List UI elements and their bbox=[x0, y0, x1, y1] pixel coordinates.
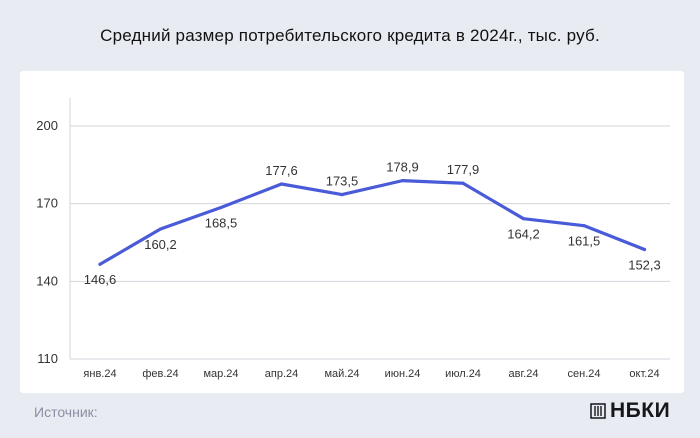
data-label: 164,2 bbox=[507, 227, 540, 242]
data-labels: 146,6 160,2 168,5 177,6 173,5 178,9 177,9 164,2… bbox=[84, 160, 661, 288]
x-tick-label: фев.24 bbox=[142, 368, 178, 380]
grid-lines bbox=[69, 98, 670, 360]
x-axis-ticks: янв.24 фев.24 мар.24 апр.24 май.24 июн.24 июл.… bbox=[83, 368, 659, 380]
y-tick-label: 140 bbox=[36, 273, 58, 288]
data-label: 146,6 bbox=[84, 272, 117, 287]
data-point bbox=[461, 181, 465, 185]
data-label: 173,5 bbox=[326, 174, 359, 189]
data-point bbox=[642, 247, 647, 252]
y-tick-label: 110 bbox=[37, 351, 58, 366]
data-point bbox=[279, 182, 284, 186]
x-tick-label: мар.24 bbox=[203, 368, 238, 380]
data-label: 160,2 bbox=[144, 237, 177, 252]
x-tick-label: июл.24 bbox=[445, 368, 481, 380]
x-tick-label: апр.24 bbox=[265, 368, 298, 380]
y-tick-label: 200 bbox=[36, 118, 58, 133]
y-tick-label: 170 bbox=[36, 196, 58, 211]
chart-title: Средний размер потребительского кредита … bbox=[100, 26, 600, 45]
series bbox=[98, 179, 647, 266]
data-label: 177,9 bbox=[447, 162, 480, 177]
series-line bbox=[98, 179, 647, 266]
data-label: 168,5 bbox=[205, 216, 238, 231]
data-point bbox=[98, 262, 102, 266]
nbki-logo: НБКИ bbox=[590, 398, 670, 424]
x-tick-label: янв.24 bbox=[83, 368, 116, 380]
data-label: 161,5 bbox=[568, 234, 601, 249]
chart-panel bbox=[20, 71, 684, 393]
nbki-logo-icon bbox=[590, 403, 606, 419]
data-point bbox=[340, 193, 344, 197]
data-point bbox=[219, 205, 223, 210]
data-point bbox=[521, 217, 526, 221]
data-point bbox=[582, 224, 586, 228]
brand-name: НБКИ bbox=[610, 399, 671, 422]
data-label: 177,6 bbox=[265, 163, 298, 178]
data-point bbox=[158, 227, 163, 231]
x-tick-label: авг.24 bbox=[509, 368, 539, 380]
data-label: 152,3 bbox=[628, 257, 661, 272]
x-tick-label: сен.24 bbox=[568, 368, 601, 380]
y-axis-ticks: 110 140 170 200 bbox=[36, 118, 58, 366]
x-tick-label: окт.24 bbox=[629, 368, 659, 380]
data-point bbox=[400, 179, 405, 183]
x-tick-label: май.24 bbox=[324, 368, 359, 380]
data-label: 178,9 bbox=[386, 160, 419, 175]
x-tick-label: июн.24 bbox=[385, 368, 421, 380]
source-label: Источник: bbox=[34, 404, 98, 420]
